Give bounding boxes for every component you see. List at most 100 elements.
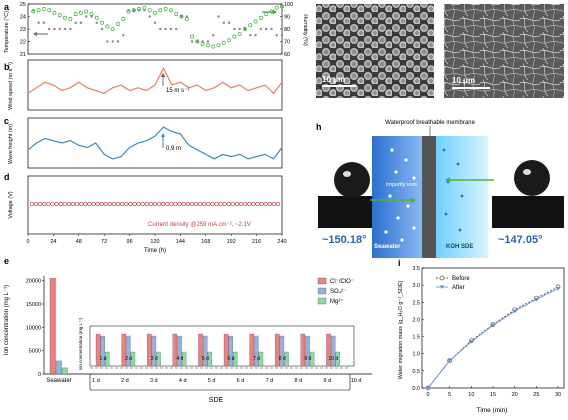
legend-label: After <box>452 285 465 291</box>
temperature-point <box>190 40 194 43</box>
impurity-ion <box>394 170 398 174</box>
voltage-point <box>181 201 186 207</box>
panel-i-ytick-label: 1.5 <box>412 335 420 341</box>
sde-label: SDE <box>209 397 224 404</box>
humidity-point <box>105 24 110 29</box>
voltage-point <box>161 201 166 207</box>
panel-i-yticks: 0.0 0.5 1.0 1.5 2.0 2.5 3.0 3.5 <box>412 266 424 392</box>
panel-letter-h: h <box>316 122 322 132</box>
panel-d-ylabel: Voltage (V) <box>8 191 14 218</box>
voltage-point <box>62 201 67 207</box>
voltage-point <box>185 201 190 207</box>
droplet-right <box>514 160 550 196</box>
voltage-point <box>243 201 248 207</box>
inset-bar <box>309 351 315 367</box>
humidity-point <box>110 27 115 31</box>
panel-letter-a: a <box>4 2 10 12</box>
voltage-point <box>267 201 272 207</box>
voltage-point <box>50 201 55 207</box>
panel-e-ytick-label: 15000 <box>26 302 41 308</box>
temperature-point <box>42 21 46 24</box>
panel-a-ytick-label: 24 <box>20 15 26 21</box>
inset-bar <box>330 335 336 367</box>
voltage-point <box>54 201 59 207</box>
humidity-point <box>243 27 247 31</box>
panel-e-xlabel-day: 7 d <box>266 378 274 384</box>
panel-d-xtick-label: 144 <box>176 239 185 245</box>
voltage-point <box>230 201 236 207</box>
panel-b-wind-speed: Wind speed (m s⁻¹) 15 m s⁻¹ <box>8 59 283 111</box>
panel-d-xtick-label: 216 <box>252 239 261 245</box>
panel-e-ion-concentration: Ion concentration (mg L⁻¹) 0 5000 10000 150… <box>4 276 372 404</box>
inset-bar <box>228 335 233 367</box>
contact-angle-left: ~150.18° <box>322 234 366 246</box>
after-point <box>469 340 474 344</box>
humidity-point <box>126 9 131 14</box>
panel-a-ytick-label: 25 <box>20 2 26 8</box>
panel-e-inset-frame <box>89 325 355 367</box>
voltage-point <box>70 201 76 207</box>
sem-right-scalebar: 10 μm <box>452 76 490 89</box>
inset-bar <box>284 351 289 367</box>
humidity-point <box>237 32 242 36</box>
panel-c-peak-arrow <box>161 133 165 148</box>
inset-xlabel: 5 d <box>202 356 209 362</box>
voltage-point <box>202 201 207 207</box>
panel-d-xtick-label: 96 <box>127 239 133 245</box>
after-point <box>425 386 431 390</box>
voltage-point <box>148 201 154 207</box>
temperature-point <box>222 21 225 24</box>
legend-swatch <box>317 277 327 285</box>
inset-bar <box>156 351 161 367</box>
impurity-ion <box>390 148 394 152</box>
panel-a-ylabel: Temperature (°C) <box>4 11 10 53</box>
droplet-right-highlight <box>523 169 531 175</box>
panel-e-inset-ylabel: Ion concentration (mg L⁻¹) <box>78 317 83 370</box>
panel-a-y2ticks: 60 70 80 90 100 <box>280 2 293 58</box>
impurity-ion <box>396 216 400 220</box>
panel-e-ytick-label: 20000 <box>26 279 41 285</box>
svg-text:10 μm: 10 μm <box>452 76 475 85</box>
koh-ion <box>442 148 446 152</box>
inset-bar <box>130 351 136 367</box>
panel-e-xlabel-day: 9 d <box>323 378 331 384</box>
humidity-point <box>142 5 147 10</box>
humidity-point <box>258 15 263 20</box>
voltage-point <box>222 201 227 207</box>
temperature-point <box>174 27 178 31</box>
impurity-ion <box>388 194 392 198</box>
humidity-point <box>89 12 94 16</box>
inset-xlabel: 10 d <box>329 356 339 362</box>
panel-i-ytick-label: 0.0 <box>412 386 420 392</box>
sem-image-left <box>316 4 434 98</box>
voltage-point <box>169 201 174 207</box>
panel-d-xlabel: Time (h) <box>144 248 166 254</box>
voltage-point <box>103 201 108 207</box>
temperature-point <box>53 27 56 31</box>
voltage-point <box>38 201 43 207</box>
temperature-point <box>227 21 231 24</box>
temperature-point <box>264 27 268 31</box>
inset-bar <box>126 335 131 367</box>
sem-image-right <box>444 4 564 98</box>
voltage-point <box>42 201 47 207</box>
voltage-point <box>197 201 203 207</box>
panel-i-xtick-label: 25 <box>533 392 539 398</box>
humidity-point <box>274 5 279 10</box>
droplet-left-highlight <box>343 171 351 177</box>
droplet-left-substrate <box>318 196 372 228</box>
temperature-point <box>238 27 241 31</box>
panel-e-xlabel-day: 1 d <box>92 378 100 384</box>
voltage-point <box>107 201 113 207</box>
inset-bar <box>223 333 229 367</box>
voltage-point <box>193 201 199 207</box>
voltage-point <box>66 201 72 207</box>
inset-xlabel: 8 d <box>279 356 286 362</box>
temperature-point <box>37 21 40 24</box>
temperature-point <box>132 9 136 12</box>
legend-swatch <box>317 287 327 295</box>
temperature-point <box>159 27 162 31</box>
temperature-point <box>100 27 104 31</box>
impurity-ion <box>400 238 404 242</box>
panel-e-legend: Cl⁻/ClO⁻ SO₄²⁻ Mg²⁺ <box>317 277 354 305</box>
